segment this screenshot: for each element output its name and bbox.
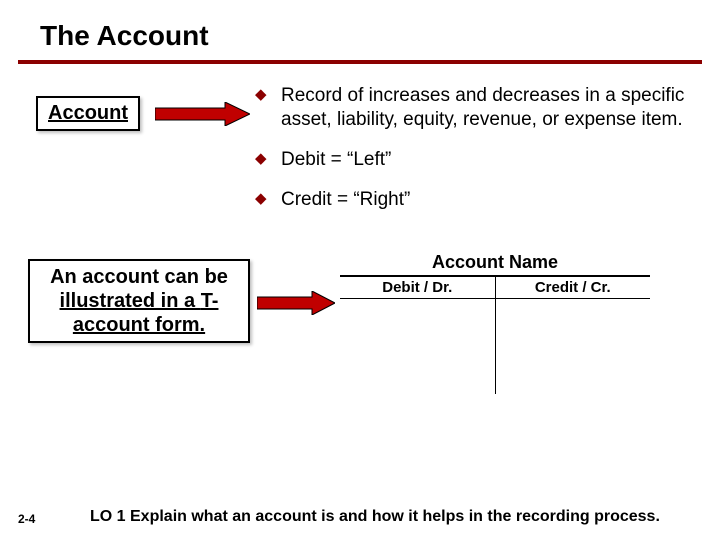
t-account-credit-header: Credit / Cr. xyxy=(496,277,651,298)
t-account-debit-side xyxy=(340,299,495,394)
main-content: Account ◆ Record of increases and decrea… xyxy=(0,64,720,384)
account-label-box: Account xyxy=(36,96,140,131)
diamond-bullet-icon: ◆ xyxy=(255,84,273,106)
t-account-name: Account Name xyxy=(340,252,650,273)
caption-text: illustrated in a xyxy=(60,290,201,312)
caption-text: account form. xyxy=(73,314,205,336)
diamond-bullet-icon: ◆ xyxy=(255,188,273,210)
caption-line: illustrated in a T- xyxy=(36,289,242,313)
t-account-debit-header: Debit / Dr. xyxy=(340,277,495,298)
t-account-header-row: Debit / Dr. Credit / Cr. xyxy=(340,277,650,299)
bullet-item: ◆ Credit = “Right” xyxy=(255,188,695,212)
arrow-icon xyxy=(257,291,335,315)
bullet-item: ◆ Record of increases and decreases in a… xyxy=(255,84,695,132)
t-account-body xyxy=(340,299,650,394)
caption-line: account form. xyxy=(36,313,242,337)
t-account-diagram: Account Name Debit / Dr. Credit / Cr. xyxy=(340,252,650,394)
bullet-text: Record of increases and decreases in a s… xyxy=(281,84,695,132)
caption-text: T- xyxy=(201,290,219,312)
learning-objective: LO 1 Explain what an account is and how … xyxy=(90,508,720,526)
t-account-caption-box: An account can be illustrated in a T- ac… xyxy=(28,259,250,343)
arrow-shape xyxy=(155,102,250,126)
bullet-text: Debit = “Left” xyxy=(281,148,391,172)
t-account-credit-side xyxy=(496,299,651,394)
bullet-text: Credit = “Right” xyxy=(281,188,410,212)
arrow-icon xyxy=(155,102,250,126)
account-label: Account xyxy=(48,102,128,124)
page-title: The Account xyxy=(0,0,720,60)
bullet-item: ◆ Debit = “Left” xyxy=(255,148,695,172)
diamond-bullet-icon: ◆ xyxy=(255,148,273,170)
bullet-list: ◆ Record of increases and decreases in a… xyxy=(255,84,695,228)
footer: 2-4 LO 1 Explain what an account is and … xyxy=(0,508,720,526)
caption-line: An account can be xyxy=(36,265,242,289)
page-number: 2-4 xyxy=(0,512,90,526)
arrow-shape xyxy=(257,291,335,315)
